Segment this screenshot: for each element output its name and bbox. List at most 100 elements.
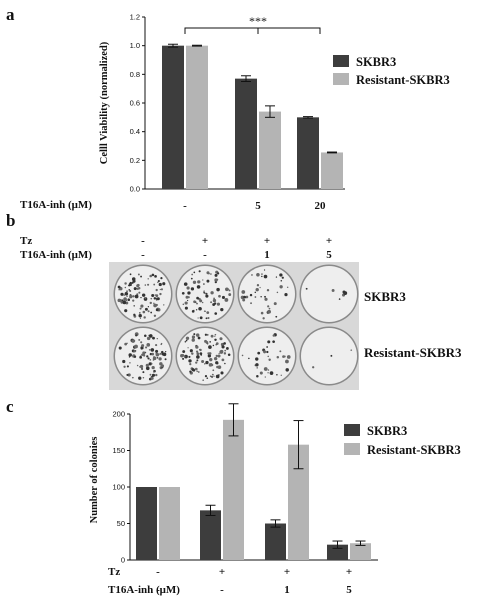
chart-a-bar-resistant	[321, 152, 343, 189]
colony-dot	[218, 294, 221, 298]
colony-dot	[205, 294, 209, 298]
colony-dot	[216, 302, 220, 306]
colony-dot	[213, 375, 215, 377]
colony-dot	[191, 335, 196, 339]
colony-dot	[193, 333, 196, 336]
colony-dot	[266, 350, 269, 354]
colony-dot	[227, 288, 230, 291]
chart-c-condition-label: 5	[346, 584, 352, 596]
colony-dot	[158, 357, 162, 361]
colony-dot	[266, 346, 269, 348]
colony-dot	[143, 316, 146, 319]
chart-a: Celll Viability (normalized) T16A-inh (μ…	[20, 13, 345, 212]
colony-dot	[152, 336, 155, 340]
colony-dot	[185, 336, 190, 340]
chart-c-ytick-label: 100	[112, 483, 125, 492]
colony-dot	[148, 349, 151, 351]
plates-condition-label: 5	[326, 249, 332, 261]
legend-c-swatch-resistant	[344, 443, 360, 455]
colony-dot	[275, 276, 278, 278]
colony-dot	[183, 355, 186, 358]
colony-dot	[198, 306, 202, 311]
chart-a-significance-label: ***	[249, 14, 267, 28]
colony-dot	[155, 373, 158, 377]
chart-c-bar-resistant	[350, 543, 371, 560]
colony-dot	[150, 297, 153, 300]
chart-c-bar-resistant	[223, 419, 244, 560]
colony-dot	[139, 317, 142, 319]
colony-dot	[128, 356, 131, 358]
colony-dot	[286, 286, 289, 289]
plates-condition-label: +	[326, 235, 332, 247]
colony-dot	[162, 282, 166, 286]
colony-dot	[210, 301, 213, 304]
colony-dot	[281, 276, 284, 279]
colony-dot	[202, 279, 204, 281]
legend-a: SKBR3 Resistant-SKBR3	[333, 55, 450, 87]
chart-a-ylabel: Celll Viability (normalized)	[99, 41, 110, 164]
panel-letter-a: a	[6, 5, 15, 24]
colony-dot	[152, 356, 157, 361]
colony-dot	[205, 360, 209, 365]
colony-dot	[267, 305, 270, 308]
colony-dot	[139, 355, 142, 358]
colony-dot	[136, 364, 139, 367]
colony-dot	[268, 358, 271, 361]
colony-dot	[280, 374, 282, 376]
colony-dot	[124, 282, 127, 285]
colony-dot	[132, 295, 135, 298]
colony-dot	[201, 360, 205, 364]
chart-a-ytick-label: 0.6	[130, 99, 140, 108]
colony-dot	[228, 289, 231, 292]
chart-a-ytick-label: 1.0	[130, 41, 140, 50]
chart-a-ytick-label: 1.2	[130, 13, 140, 22]
colony-dot	[191, 338, 195, 342]
colony-dot	[181, 291, 185, 295]
colony-dot	[224, 362, 226, 365]
colony-dot	[149, 301, 152, 305]
colony-dot	[338, 298, 341, 300]
colony-dot	[267, 372, 269, 374]
colony-dot	[144, 297, 147, 299]
colony-dot	[206, 342, 208, 345]
colony-dot	[204, 375, 208, 378]
colony-dot	[142, 376, 145, 379]
plates-label-skbr3: SKBR3	[364, 289, 406, 304]
colony-dot	[161, 350, 164, 354]
plate	[177, 328, 233, 384]
colony-dot	[215, 342, 219, 346]
colony-dot	[187, 347, 189, 349]
colony-dot	[251, 274, 253, 276]
colony-dot	[255, 287, 259, 292]
colony-dot	[132, 299, 135, 302]
chart-c-bar-resistant	[288, 444, 309, 560]
chart-c-ytick-label: 0	[121, 556, 125, 565]
colony-dot	[146, 355, 149, 358]
colony-dot	[191, 309, 195, 313]
colony-dot	[273, 302, 277, 306]
colony-dot	[150, 376, 154, 380]
chart-c-ytick-label: 200	[112, 410, 125, 419]
colony-dot	[123, 294, 126, 296]
chart-a-bar-resistant	[186, 45, 208, 189]
colony-dot	[129, 289, 132, 293]
colony-dot	[133, 355, 137, 358]
chart-a-ytick-label: 0.4	[130, 127, 140, 136]
plates-condition-label: -	[141, 249, 145, 261]
colony-dot	[210, 291, 214, 295]
colony-dot	[154, 294, 157, 296]
colony-dot	[203, 291, 206, 294]
colony-dot	[223, 342, 226, 345]
chart-c-bar-skbr3	[265, 523, 286, 560]
chart-c-row-label-tz: Tz	[108, 566, 120, 578]
colony-dot	[141, 344, 145, 348]
colony-dot	[157, 281, 159, 284]
legend-a-swatch-resistant	[333, 73, 349, 85]
colony-dot	[212, 369, 215, 372]
colony-dot	[147, 306, 150, 308]
colony-dot	[213, 297, 215, 300]
colony-dot	[191, 352, 194, 355]
colony-dot	[126, 373, 129, 376]
colony-dot	[197, 371, 200, 373]
colony-dot	[195, 361, 198, 364]
